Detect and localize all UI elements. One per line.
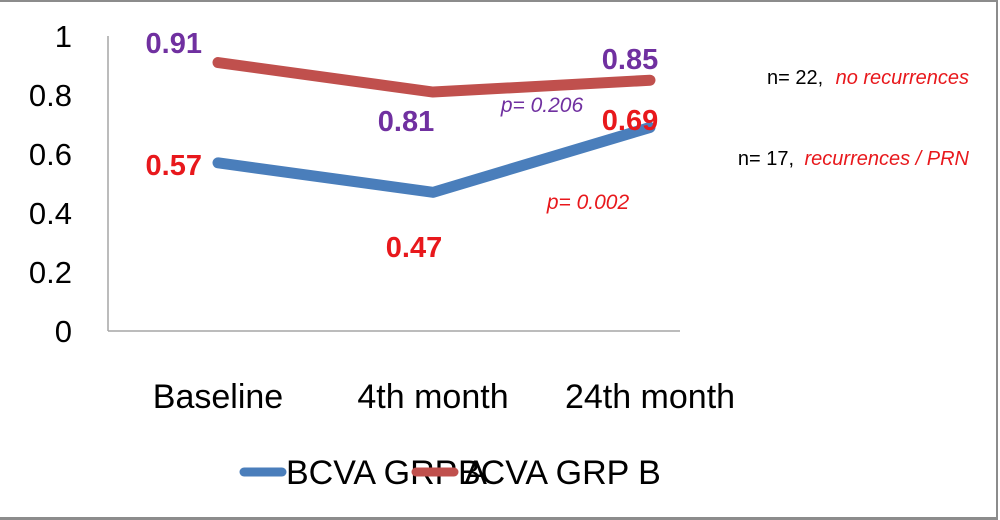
x-tick-label-24th-month: 24th month xyxy=(565,378,735,416)
group-note-grp-b: no recurrences xyxy=(836,67,969,89)
data-label-grp-a-24th-month: 0.69 xyxy=(602,105,658,137)
series-line-bcva-grp-b xyxy=(212,57,656,98)
data-label-grp-b-baseline: 0.91 xyxy=(146,28,202,60)
n-annotation-grp-a: n= 17, recurrences / PRN xyxy=(738,148,970,170)
y-tick-labels: 0 0.2 0.4 0.6 0.8 1 xyxy=(29,19,72,349)
y-tick-label: 0.6 xyxy=(29,137,72,172)
y-tick-label: 0.2 xyxy=(29,255,72,290)
x-tick-label-4th-month: 4th month xyxy=(357,378,508,416)
data-label-grp-a-baseline: 0.57 xyxy=(146,150,202,182)
y-tick-label: 1 xyxy=(55,19,72,54)
series-line-bcva-grp-a xyxy=(212,121,656,198)
p-value-grp-b: p= 0.206 xyxy=(500,94,584,117)
n-count-grp-a: n= 17, xyxy=(738,148,794,170)
legend: BCVA GRP A BCVA GRP B xyxy=(239,454,661,492)
y-tick-label: 0 xyxy=(55,314,72,349)
legend-label-grp-b: BCVA GRP B xyxy=(458,454,661,492)
y-tick-label: 0.4 xyxy=(29,196,72,231)
data-label-grp-b-4th-month: 0.81 xyxy=(378,106,434,138)
x-tick-label-baseline: Baseline xyxy=(153,378,283,416)
n-annotation-grp-b: n= 22, no recurrences xyxy=(767,67,969,89)
data-label-grp-a-4th-month: 0.47 xyxy=(386,232,442,264)
data-label-grp-b-24th-month: 0.85 xyxy=(602,44,658,76)
n-count-grp-b: n= 22, xyxy=(767,67,823,89)
y-tick-label: 0.8 xyxy=(29,78,72,113)
group-note-grp-a: recurrences / PRN xyxy=(805,148,970,170)
p-value-grp-a: p= 0.002 xyxy=(546,191,630,214)
